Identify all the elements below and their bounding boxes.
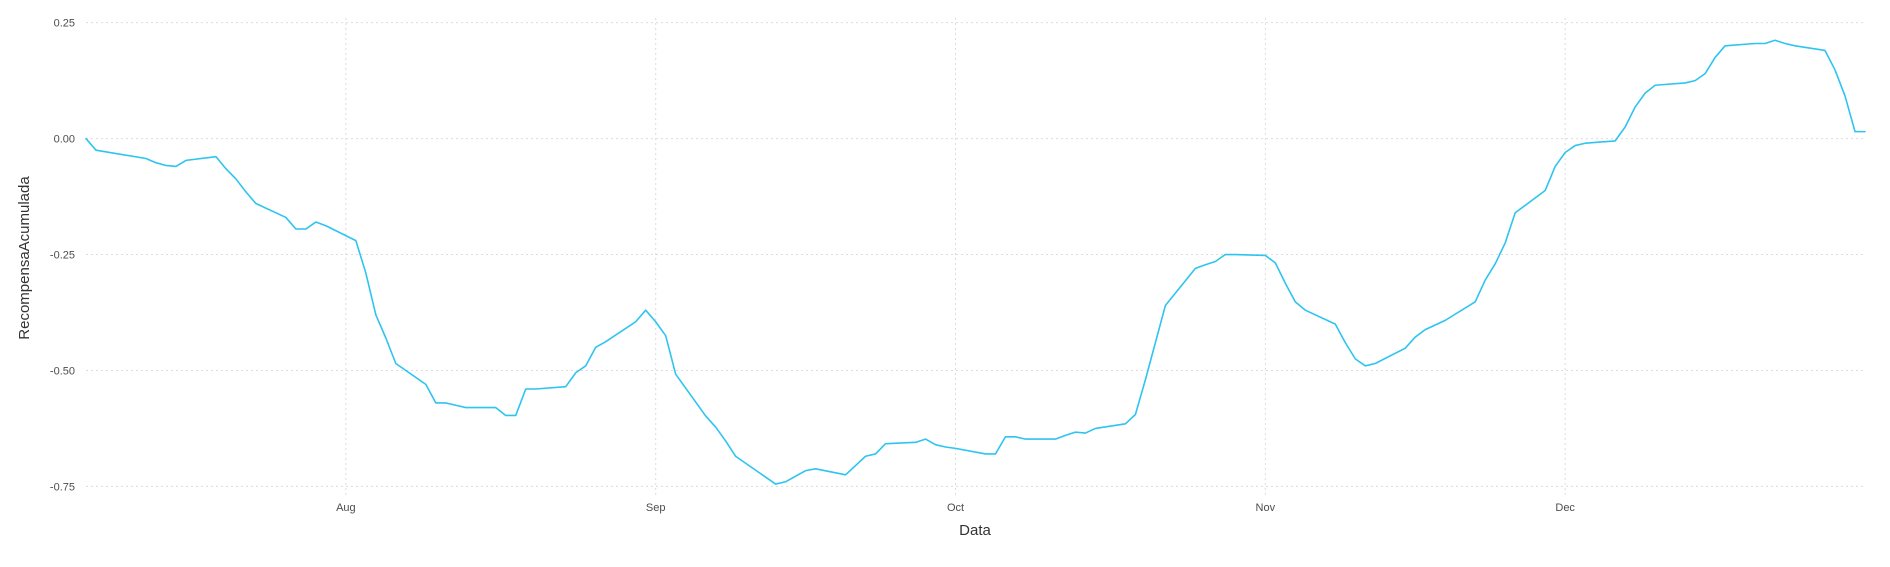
y-axis-title: RecompensaAcumulada bbox=[16, 176, 33, 340]
y-tick-label: -0.25 bbox=[50, 250, 75, 262]
y-tick-label: 0.25 bbox=[54, 18, 75, 30]
x-tick-label: Nov bbox=[1256, 502, 1276, 514]
x-axis-tick-labels: Aug Sep Oct Nov Dec bbox=[336, 502, 1575, 514]
x-tick-label: Sep bbox=[646, 502, 666, 514]
grid-lines bbox=[86, 18, 1865, 498]
series-line bbox=[85, 39, 1866, 485]
y-tick-label: 0.00 bbox=[54, 134, 75, 146]
y-axis-tick-labels: 0.25 0.00 -0.25 -0.50 -0.75 bbox=[50, 18, 75, 494]
y-tick-label: -0.75 bbox=[50, 481, 75, 493]
x-tick-label: Oct bbox=[947, 502, 964, 514]
x-tick-label: Aug bbox=[336, 502, 356, 514]
y-tick-label: -0.50 bbox=[50, 365, 75, 377]
x-tick-label: Dec bbox=[1555, 502, 1575, 514]
x-axis-title: Data bbox=[959, 522, 991, 539]
series-layer bbox=[85, 39, 1866, 485]
